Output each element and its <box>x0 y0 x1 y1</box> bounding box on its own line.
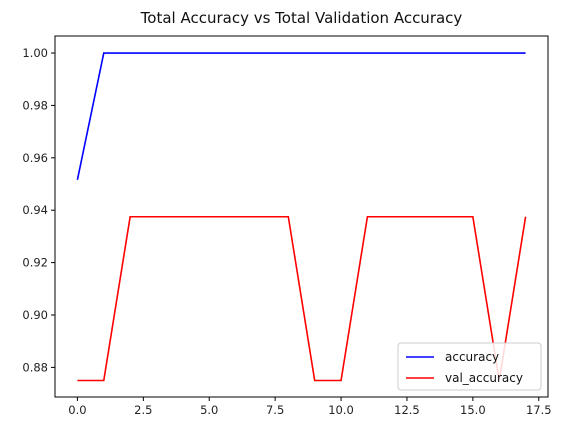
x-tick-label: 17.5 <box>526 403 552 417</box>
x-tick-label: 2.5 <box>134 403 152 417</box>
y-tick-label: 0.92 <box>22 256 48 270</box>
y-tick-label: 0.88 <box>22 360 48 374</box>
y-tick-label: 0.94 <box>22 203 48 217</box>
y-tick-label: 0.98 <box>22 98 48 112</box>
x-tick-label: 15.0 <box>460 403 486 417</box>
chart-title: Total Accuracy vs Total Validation Accur… <box>140 9 463 27</box>
x-tick-label: 7.5 <box>266 403 284 417</box>
series-line-val-accuracy <box>77 215 527 382</box>
x-tick-label: 0.0 <box>68 403 86 417</box>
x-tick-label: 10.0 <box>328 403 354 417</box>
series-layer <box>76 52 527 382</box>
y-tick-label: 0.96 <box>22 151 48 165</box>
y-tick-label: 0.90 <box>22 308 48 322</box>
series-line-accuracy <box>76 52 526 180</box>
y-tick-label: 1.00 <box>22 46 48 60</box>
legend-label: accuracy <box>445 350 499 364</box>
legend: accuracy val_accuracy <box>397 342 542 391</box>
legend-label: val_accuracy <box>445 371 523 385</box>
x-tick-label: 5.0 <box>200 403 218 417</box>
x-tick-label: 12.5 <box>394 403 420 417</box>
y-axis: 0.88 0.90 0.92 0.94 0.96 0.98 1.00 <box>22 46 55 374</box>
x-axis: 0.0 2.5 5.0 7.5 10.0 12.5 15.0 17.5 <box>68 397 552 417</box>
plot-frame <box>54 35 549 398</box>
